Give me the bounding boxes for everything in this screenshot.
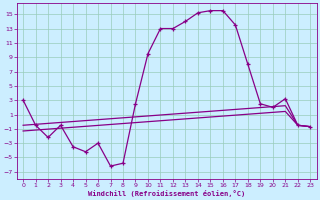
X-axis label: Windchill (Refroidissement éolien,°C): Windchill (Refroidissement éolien,°C): [88, 190, 245, 197]
